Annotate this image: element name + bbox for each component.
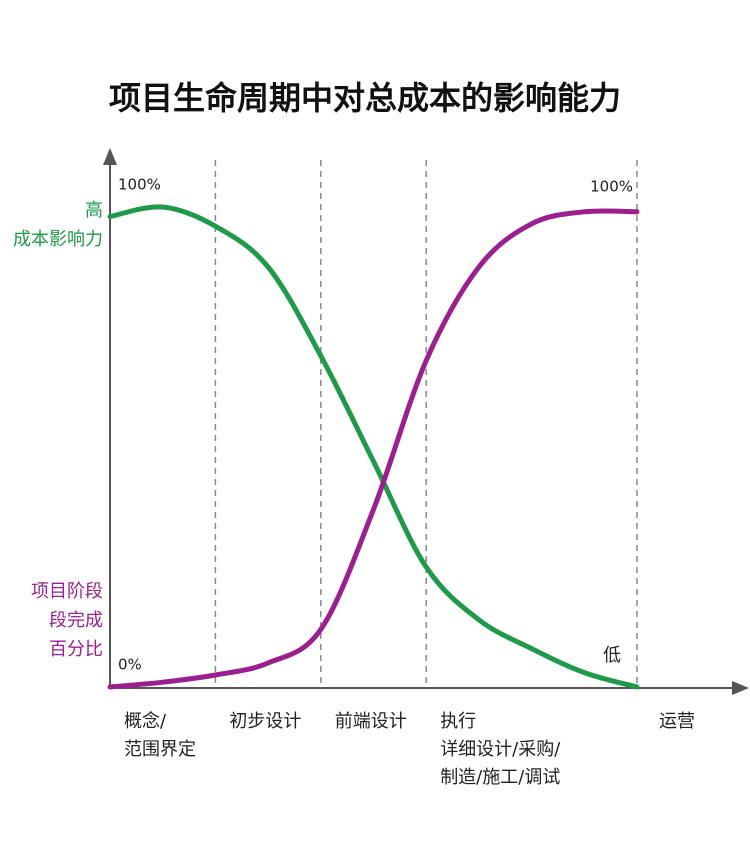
x-axis-arrow [732, 681, 749, 695]
annotation: 低 [603, 645, 621, 666]
x-tick-label: 执行 [440, 711, 476, 732]
series-line [107, 204, 640, 690]
x-tick-label: 范围界定 [124, 739, 196, 760]
series-label: 段完成 [49, 610, 103, 631]
series-line [107, 208, 640, 690]
y-axis-arrow [103, 148, 117, 165]
x-tick-label: 运营 [659, 711, 695, 732]
annotation: 100% [590, 178, 633, 196]
series-label: 成本影响力 [13, 229, 103, 250]
y-tick-label: 0% [118, 656, 142, 674]
series-label: 百分比 [49, 639, 103, 660]
series-label: 高 [85, 200, 103, 221]
y-tick-label: 100% [118, 176, 161, 194]
x-tick-label: 前端设计 [335, 711, 407, 732]
x-tick-label: 概念/ [124, 710, 167, 732]
chart-title: 项目生命周期中对总成本的影响能力 [109, 79, 621, 117]
x-tick-label: 初步设计 [229, 711, 301, 732]
series-label: 项目阶段 [31, 581, 103, 602]
x-tick-label: 详细设计/采购/ [440, 739, 561, 760]
x-tick-label: 制造/施工/调试 [440, 767, 560, 788]
